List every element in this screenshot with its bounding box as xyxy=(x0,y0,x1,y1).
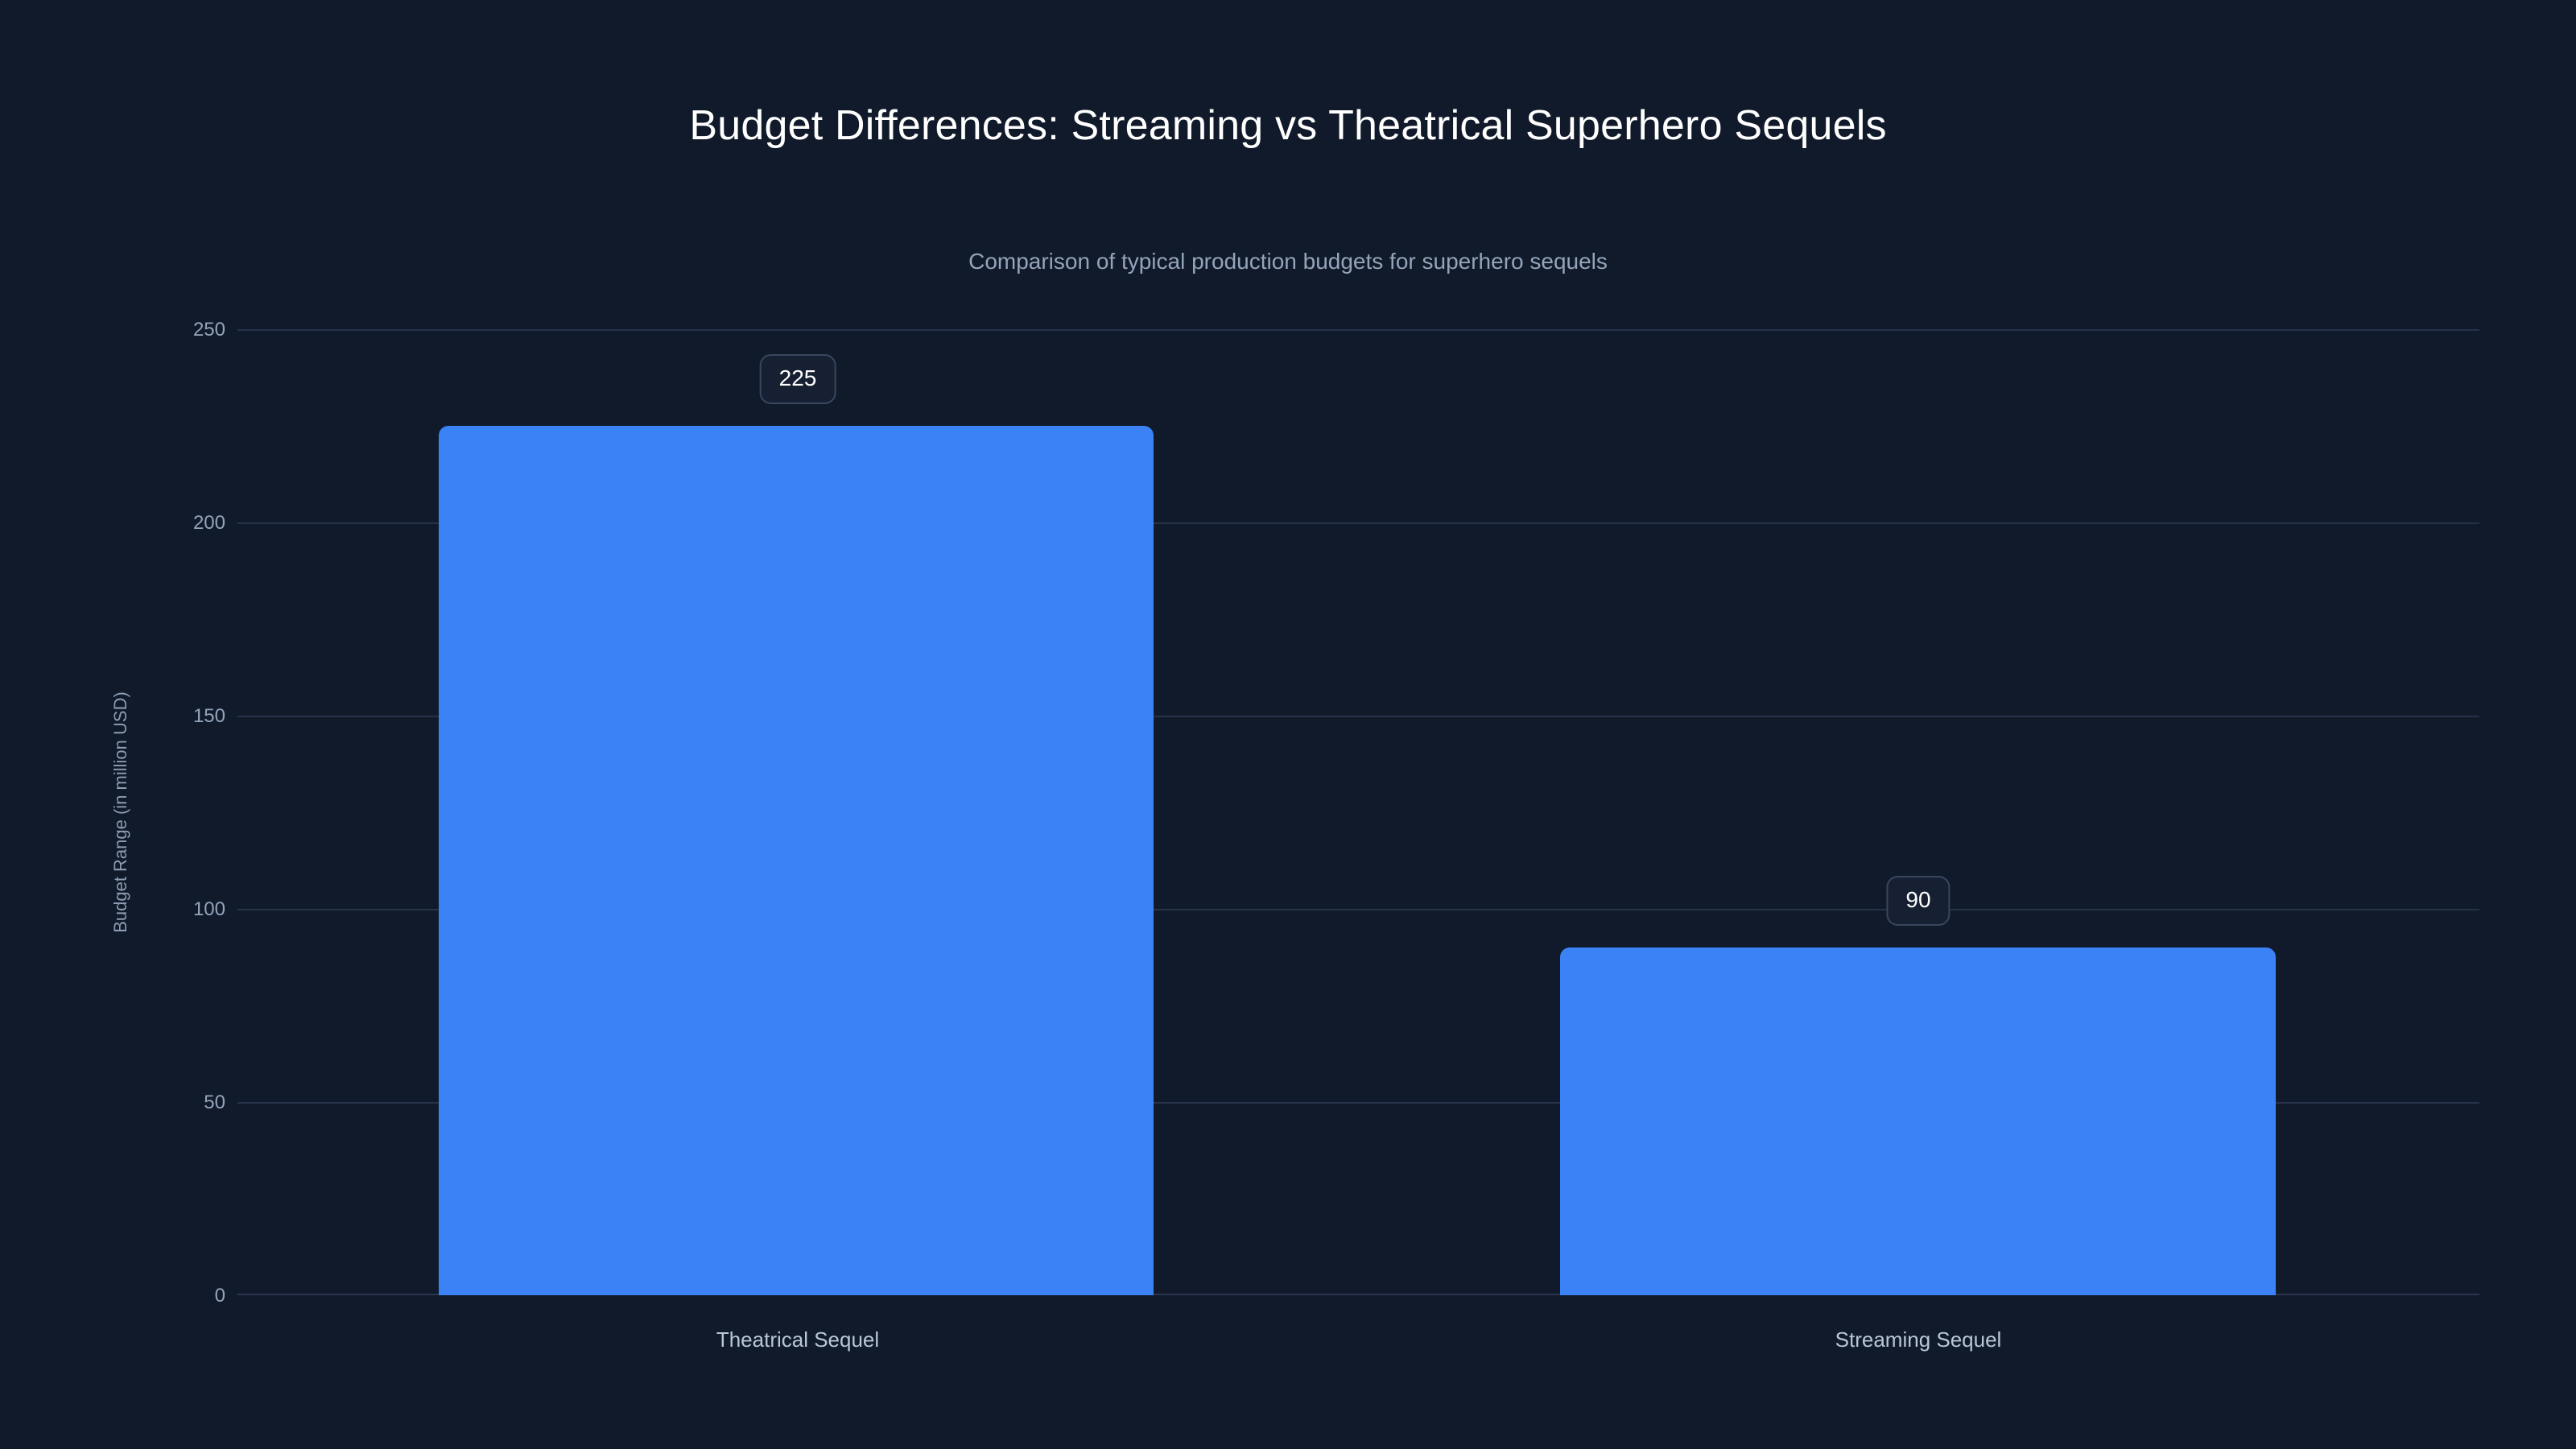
y-tick-label-200: 200 xyxy=(192,512,225,534)
gridline-150 xyxy=(237,716,2479,717)
value-badge-streaming-sequel[interactable]: 90 xyxy=(1886,876,1951,926)
chart-title: Budget Differences: Streaming vs Theatri… xyxy=(689,102,1887,149)
x-category-label-streaming-sequel: Streaming Sequel xyxy=(1835,1327,2002,1352)
y-tick-label-50: 50 xyxy=(204,1092,225,1113)
y-axis-title: Budget Range (in million USD) xyxy=(110,691,130,933)
y-tick-label-100: 100 xyxy=(192,898,225,920)
value-badge-theatrical-sequel[interactable]: 225 xyxy=(759,354,836,404)
x-category-label-theatrical-sequel: Theatrical Sequel xyxy=(716,1327,880,1352)
gridline-50 xyxy=(237,1102,2479,1104)
gridline-250 xyxy=(237,329,2479,331)
gridline-200 xyxy=(237,522,2479,524)
chart-subtitle: Comparison of typical production budgets… xyxy=(968,249,1608,274)
y-tick-label-250: 250 xyxy=(192,319,225,341)
gridline-100 xyxy=(237,909,2479,910)
y-tick-label-0: 0 xyxy=(214,1285,225,1307)
gridline-baseline-0 xyxy=(237,1294,2479,1295)
bar-theatrical-sequel[interactable] xyxy=(439,426,1154,1295)
plot-area xyxy=(237,329,2479,1295)
bar-streaming-sequel[interactable] xyxy=(1560,947,2276,1295)
y-tick-label-150: 150 xyxy=(192,705,225,727)
